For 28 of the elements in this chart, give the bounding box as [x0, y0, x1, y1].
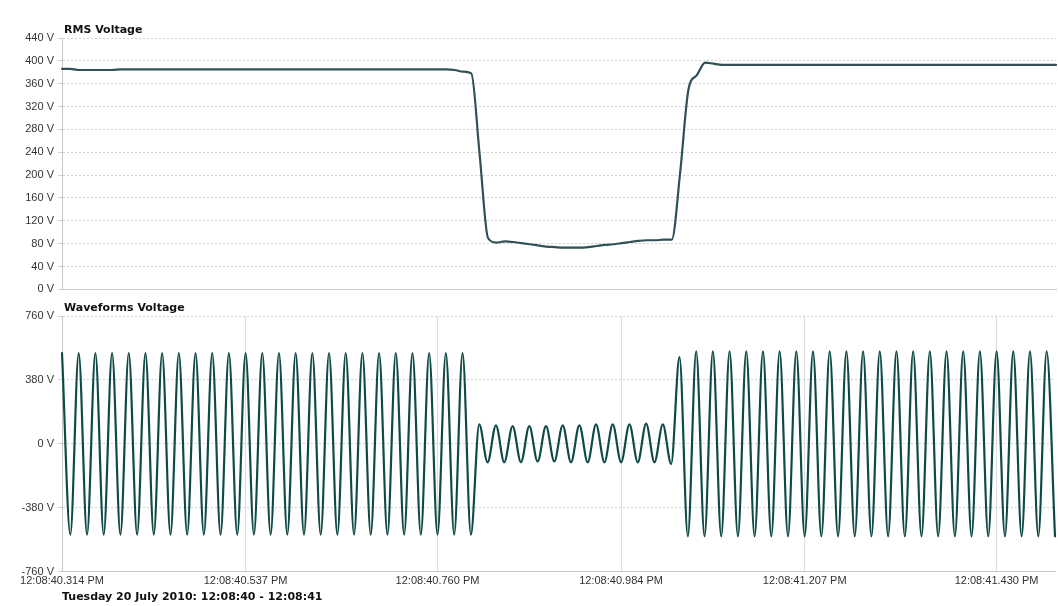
y-tick-label: 0 V [37, 436, 55, 449]
x-tick-label: 12:08:40.314 PM [20, 574, 104, 587]
y-tick-label: 320 V [25, 99, 55, 112]
y-tick-label: 440 V [25, 31, 55, 44]
line-series [60, 350, 1057, 538]
y-tick-label: -760 V [21, 564, 55, 577]
y-tick-label: -380 V [21, 500, 55, 513]
x-tick-label: 12:08:40.760 PM [395, 574, 480, 587]
y-tick-label: 360 V [25, 76, 55, 89]
y-tick-label: 280 V [25, 122, 55, 135]
x-tick-label: 12:08:40.537 PM [203, 574, 288, 587]
y-tick-label: 240 V [25, 145, 55, 158]
x-tick-label: 12:08:40.984 PM [579, 574, 663, 587]
y-tick-label: 160 V [25, 191, 55, 204]
y-tick-label: 40 V [31, 259, 55, 272]
chart-title: RMS Voltage [64, 23, 143, 37]
y-tick-label: 200 V [25, 168, 55, 181]
line-series [60, 61, 1058, 249]
y-tick-label: 400 V [25, 53, 55, 66]
y-tick-label: 380 V [25, 372, 55, 385]
x-tick-label: 12:08:41.207 PM [762, 574, 847, 587]
y-tick-label: 120 V [25, 213, 55, 226]
x-tick-label: 12:08:41.430 PM [954, 574, 1039, 587]
y-tick-label: 80 V [31, 236, 55, 249]
y-tick-label: 760 V [25, 309, 55, 322]
x-axis-title: Tuesday 20 July 2010: 12:08:40 - 12:08:41 [62, 590, 323, 604]
chart-title: Waveforms Voltage [64, 301, 185, 315]
y-tick-label: 0 V [37, 282, 55, 295]
